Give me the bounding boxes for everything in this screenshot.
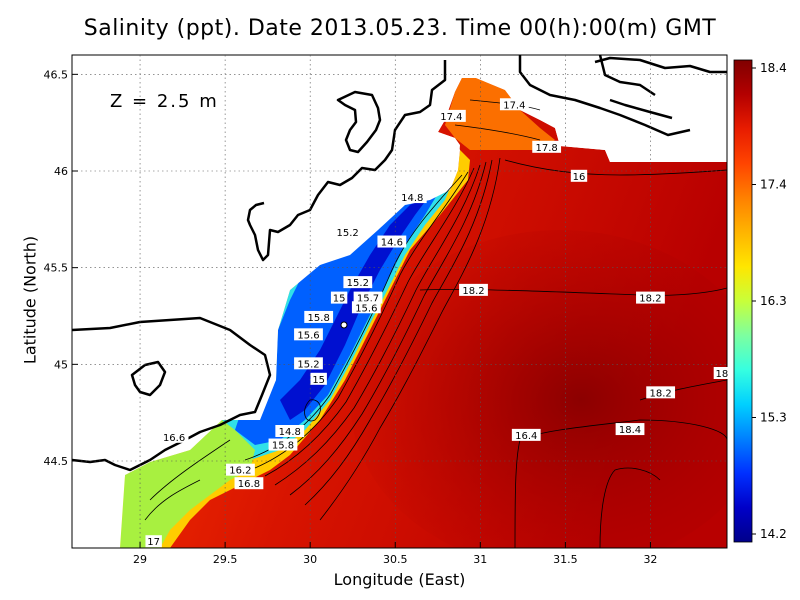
contour-label: 15	[333, 294, 346, 305]
contour-label: 15.2	[336, 228, 358, 239]
west-shelf	[120, 420, 255, 548]
colorbar-tick-label: 15.3	[760, 411, 787, 425]
contour-label: 15.7	[357, 294, 379, 305]
contour-label-box	[304, 310, 334, 323]
contour-label-box	[511, 428, 541, 441]
contour-label-box	[646, 386, 676, 399]
colorbar	[733, 59, 753, 543]
contour-label-box	[377, 235, 407, 248]
contour-label: 15.8	[272, 441, 294, 452]
contour-label-box	[343, 276, 373, 289]
contour-label: 18.4	[619, 425, 641, 436]
x-tick-label: 32	[643, 553, 657, 566]
contour-label: 17	[147, 537, 160, 548]
contour-label-box	[570, 169, 588, 182]
contour-label-box	[226, 463, 255, 476]
contour-label: 14.8	[279, 427, 301, 438]
station-marker	[340, 321, 348, 329]
contour-label-box	[234, 477, 264, 490]
contour-label: 18.2	[639, 294, 661, 305]
contour-label-box	[333, 225, 363, 238]
grid-lines	[72, 55, 727, 548]
map-title: Salinity (ppt). Date 2013.05.23. Time 00…	[83, 16, 717, 41]
contour-label: 17.8	[536, 143, 558, 154]
colorbar-tick-label: 14.2	[760, 527, 787, 541]
latitude-ticks: 44.5 45 45.5 46 46.5	[44, 68, 78, 468]
land-mask-north	[72, 55, 460, 548]
contour-label: 15.6	[355, 303, 377, 314]
contour-label-box	[145, 535, 162, 548]
depth-label: Z = 2.5 m	[110, 91, 219, 112]
contour-label: 16.6	[163, 433, 185, 444]
contour-label: 16.4	[515, 431, 537, 442]
contour-label: 15.8	[308, 313, 330, 324]
contour-label: 16.8	[238, 479, 260, 490]
colorbar-tick-label: 17.4	[760, 178, 787, 192]
colorbar-ticks: 18.4 17.4 16.3 15.3 14.2	[752, 61, 787, 541]
contour-label: 15	[312, 375, 325, 386]
contour-label: 15.2	[347, 278, 369, 289]
coastline	[72, 55, 727, 472]
contour-label: 18.2	[462, 286, 484, 297]
y-tick-label: 46	[54, 165, 68, 178]
contour-label: 17.4	[503, 100, 525, 111]
contour-label: 14.8	[401, 193, 423, 204]
contour-label: 18.2	[650, 388, 672, 399]
contour-label: 16.2	[229, 466, 251, 477]
contour-label-box	[159, 430, 189, 443]
contour-label-box	[353, 291, 383, 304]
contour-label-box	[532, 140, 562, 153]
orange-band	[445, 78, 555, 150]
contour-label-box	[294, 328, 323, 341]
contour-label-box	[351, 301, 381, 314]
contour-label-box	[310, 372, 327, 385]
contour-label-box	[397, 191, 427, 204]
contour-label: 14.6	[381, 238, 403, 249]
y-tick-label: 44.5	[44, 455, 69, 468]
contour-label-box	[615, 423, 645, 436]
x-tick-label: 29.5	[213, 553, 238, 566]
x-tick-label: 30.5	[383, 553, 408, 566]
x-tick-label: 29	[133, 553, 147, 566]
contour-label: 18	[716, 369, 729, 380]
contour-label: 15.2	[297, 359, 319, 370]
map-plot-area	[72, 55, 727, 548]
colorbar-tick-label: 16.3	[760, 294, 787, 308]
contour-label-box	[436, 109, 466, 122]
x-axis-label: Longitude (East)	[333, 570, 466, 589]
plot-frame	[71, 54, 728, 549]
contour-label-box	[330, 291, 348, 304]
x-tick-label: 31	[473, 553, 487, 566]
contour-label-box	[499, 98, 529, 111]
deep-high-salinity-zone	[350, 230, 727, 548]
y-tick-label: 45.5	[44, 262, 69, 275]
y-tick-label: 46.5	[44, 68, 69, 81]
x-tick-label: 30	[303, 553, 317, 566]
contour-label: 15.6	[297, 330, 319, 341]
contour-label-box	[268, 438, 298, 451]
contour-label-box	[294, 357, 323, 370]
y-tick-label: 45	[54, 358, 68, 371]
colorbar-tick-label: 18.4	[760, 61, 787, 75]
longitude-ticks: 29 29.5 30 30.5 31 31.5 32	[133, 542, 657, 566]
contour-label-box	[636, 291, 665, 304]
contour-label: 16	[573, 172, 586, 183]
x-tick-label: 31.5	[553, 553, 578, 566]
contour-label-box	[713, 367, 731, 379]
contour-label-box	[275, 425, 305, 437]
contour-label: 17.4	[440, 112, 462, 123]
contour-label-box	[459, 283, 488, 296]
